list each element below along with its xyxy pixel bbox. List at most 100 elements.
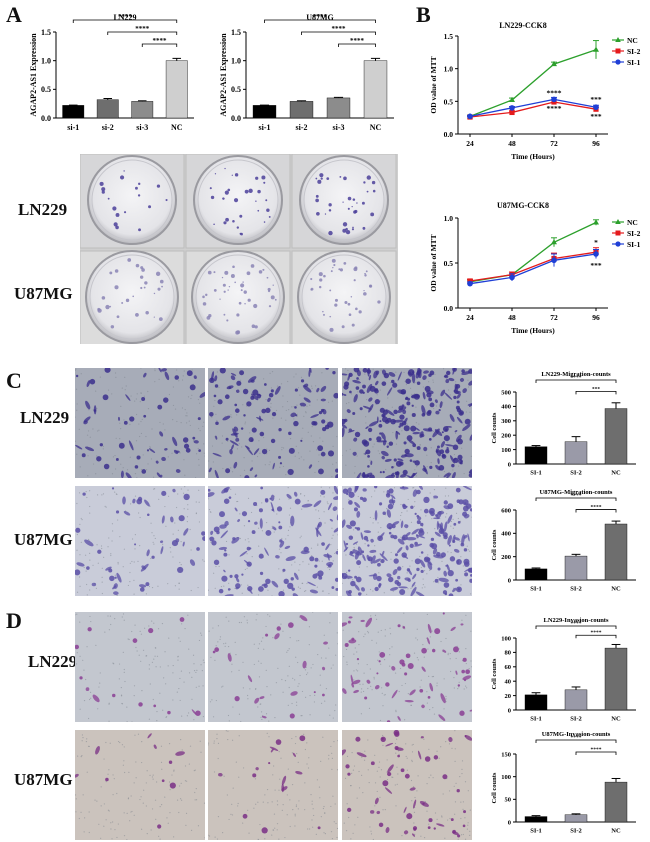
colony: [272, 284, 274, 286]
pore: [76, 453, 78, 455]
stained-cell: [453, 548, 460, 553]
pore: [350, 785, 352, 787]
pore: [159, 806, 161, 808]
legend-label: SI-1: [627, 58, 641, 67]
stained-cell: [313, 500, 322, 508]
stained-cell: [299, 402, 307, 407]
colony: [332, 267, 334, 269]
x-tick-label: 48: [508, 139, 516, 148]
stained-cell: [213, 559, 220, 566]
pore: [183, 370, 185, 372]
colony: [236, 226, 239, 229]
pore: [374, 754, 376, 756]
pore: [198, 685, 200, 687]
pore: [238, 669, 240, 671]
stained-cell: [215, 435, 218, 440]
pore: [259, 452, 261, 454]
stained-cell: [247, 675, 253, 683]
pore: [179, 452, 181, 454]
pore: [79, 655, 81, 657]
stained-cell: [239, 550, 248, 557]
stained-cell: [391, 666, 396, 671]
pore: [215, 699, 217, 702]
pore: [130, 795, 132, 797]
stained-cell: [118, 442, 125, 449]
colony: [238, 301, 242, 305]
pore: [319, 437, 321, 439]
stained-cell: [404, 448, 410, 454]
pore: [123, 619, 125, 621]
pore: [118, 678, 120, 680]
colony: [315, 177, 318, 180]
pore: [335, 822, 337, 825]
colony: [253, 303, 258, 309]
colony: [263, 181, 266, 184]
stained-cell: [234, 696, 240, 702]
stained-cell: [416, 489, 421, 495]
significance-label: ****: [571, 493, 582, 499]
pore: [119, 536, 121, 538]
colony: [343, 176, 347, 181]
pore: [342, 629, 344, 631]
pore: [134, 548, 136, 550]
pore: [124, 376, 126, 378]
pore: [358, 787, 361, 789]
stained-cell: [391, 465, 394, 469]
pore: [257, 527, 260, 529]
stained-cell: [113, 591, 119, 595]
stained-cell: [281, 786, 288, 792]
colony: [310, 277, 313, 281]
stained-cell: [354, 486, 359, 493]
pore: [210, 541, 212, 543]
pore: [411, 800, 413, 802]
pore: [305, 412, 307, 414]
pore: [216, 838, 219, 840]
pore: [413, 505, 416, 507]
stained-cell: [235, 408, 240, 413]
pore: [394, 784, 396, 786]
pore: [303, 733, 305, 735]
pore: [409, 565, 411, 567]
pore: [76, 613, 78, 615]
pore: [138, 512, 140, 514]
pore: [307, 431, 309, 433]
colony: [135, 263, 140, 268]
pore: [429, 636, 431, 638]
stained-cell: [329, 518, 333, 522]
stained-cell: [392, 569, 398, 575]
stained-cell: [457, 834, 461, 838]
pore: [389, 633, 392, 635]
pore: [282, 395, 284, 397]
x-tick-label: 24: [466, 139, 474, 148]
chart-title: LN229-CCK8: [499, 21, 547, 30]
pore: [186, 715, 188, 717]
stained-cell: [416, 381, 421, 386]
stained-cell: [172, 488, 176, 493]
stained-cell: [186, 370, 193, 377]
legend-label: SI-2: [627, 47, 641, 56]
pore: [170, 551, 172, 553]
stained-cell: [405, 396, 409, 400]
pore: [239, 537, 241, 540]
stained-cell: [401, 420, 407, 426]
stained-cell: [367, 544, 370, 547]
pore: [391, 776, 393, 778]
pore: [238, 443, 240, 445]
pore: [444, 837, 446, 839]
pore: [217, 742, 220, 745]
pore: [261, 718, 263, 721]
pore: [257, 647, 259, 649]
stained-cell: [393, 499, 396, 504]
pore: [317, 543, 319, 545]
pore: [89, 559, 91, 561]
colony: [224, 190, 229, 195]
pore: [256, 455, 259, 458]
stained-cell: [157, 824, 162, 829]
stained-cell: [423, 508, 429, 514]
colony: [331, 258, 336, 263]
pore: [414, 796, 416, 799]
colony: [110, 325, 115, 329]
stained-cell: [386, 509, 392, 518]
pore: [139, 401, 141, 403]
stained-cell: [409, 459, 413, 462]
